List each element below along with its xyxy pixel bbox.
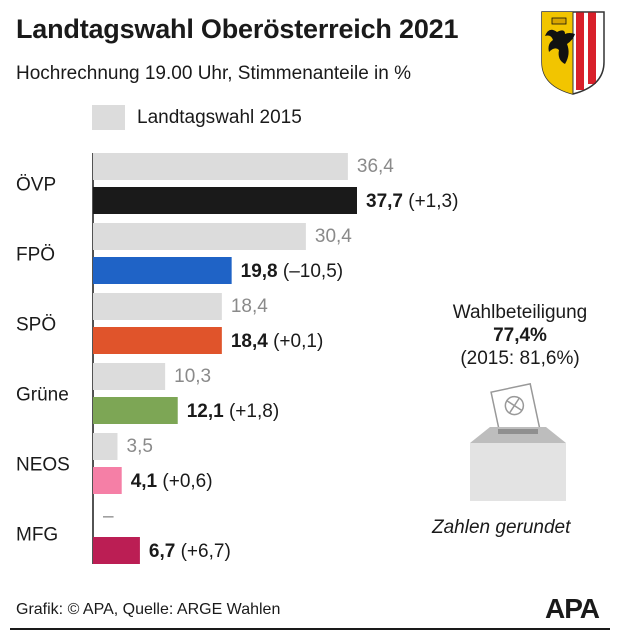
bar-2021 — [93, 467, 122, 494]
chart-title: Landtagswahl Oberösterreich 2021 — [16, 14, 459, 44]
bar-2021-value-label: 6,7 (+6,7) — [149, 541, 231, 562]
bar-2021-value-label: 37,7 (+1,3) — [366, 191, 458, 212]
turnout-value: 77,4% — [493, 325, 547, 346]
category-label: NEOS — [16, 455, 70, 476]
value-2021: 19,8 — [241, 261, 278, 282]
footer-rule — [10, 628, 610, 630]
change-vs-2015: (+0,6) — [157, 471, 212, 492]
bar-2015-value-label: 10,3 — [174, 366, 211, 387]
bar-2021-value-label: 19,8 (–10,5) — [241, 261, 343, 282]
value-2021: 37,7 — [366, 191, 403, 212]
value-2021: 4,1 — [131, 471, 158, 492]
bar-2021 — [93, 187, 357, 214]
bar-2015-value-label: 36,4 — [357, 156, 394, 177]
legend-swatch — [92, 105, 125, 130]
legend-label: Landtagswahl 2015 — [137, 106, 302, 128]
change-vs-2015: (+6,7) — [175, 541, 230, 562]
bar-2015 — [93, 153, 348, 180]
bar-2021 — [93, 397, 178, 424]
bar-2015-value-label: 3,5 — [127, 436, 153, 457]
bar-2015 — [93, 433, 118, 460]
value-2021: 12,1 — [187, 401, 224, 422]
change-vs-2015: (–10,5) — [278, 261, 343, 282]
change-vs-2015: (+0,1) — [268, 331, 323, 352]
ballot-box-icon — [470, 383, 566, 501]
value-2021: 6,7 — [149, 541, 175, 562]
value-2021: 18,4 — [231, 331, 268, 352]
change-vs-2015: (+1,3) — [403, 191, 458, 212]
bar-2021-value-label: 12,1 (+1,8) — [187, 401, 279, 422]
bar-2021 — [93, 537, 140, 564]
bar-2021-value-label: 4,1 (+0,6) — [131, 471, 213, 492]
bar-2015 — [93, 223, 306, 250]
svg-text:APA: APA — [545, 593, 600, 622]
bar-2015 — [93, 293, 222, 320]
turnout-previous: (2015: 81,6%) — [460, 348, 580, 369]
upper-austria-coat-of-arms-icon — [541, 11, 605, 95]
bar-2021-value-label: 18,4 (+0,1) — [231, 331, 323, 352]
category-label: Grüne — [16, 385, 69, 406]
bar-2021 — [93, 327, 222, 354]
rounding-note: Zahlen gerundet — [432, 517, 571, 538]
bar-2015-value-label: – — [103, 506, 114, 527]
apa-logo: APA — [545, 593, 601, 622]
bar-2015 — [93, 363, 166, 390]
category-label: MFG — [16, 525, 58, 546]
legend: Landtagswahl 2015 — [92, 105, 302, 130]
change-vs-2015: (+1,8) — [224, 401, 279, 422]
chart-subtitle: Hochrechnung 19.00 Uhr, Stimmenanteile i… — [16, 63, 412, 84]
source-credit: Grafik: © APA, Quelle: ARGE Wahlen — [16, 601, 281, 618]
category-label: ÖVP — [16, 175, 56, 196]
category-label: FPÖ — [16, 245, 55, 266]
turnout-label: Wahlbeteiligung — [452, 302, 588, 323]
category-label: SPÖ — [16, 315, 56, 336]
bar-2015-value-label: 18,4 — [231, 296, 268, 317]
turnout-panel: Wahlbeteiligung 77,4% (2015: 81,6%) — [420, 301, 620, 370]
bar-2021 — [93, 257, 232, 284]
bar-2015-value-label: 30,4 — [315, 226, 352, 247]
